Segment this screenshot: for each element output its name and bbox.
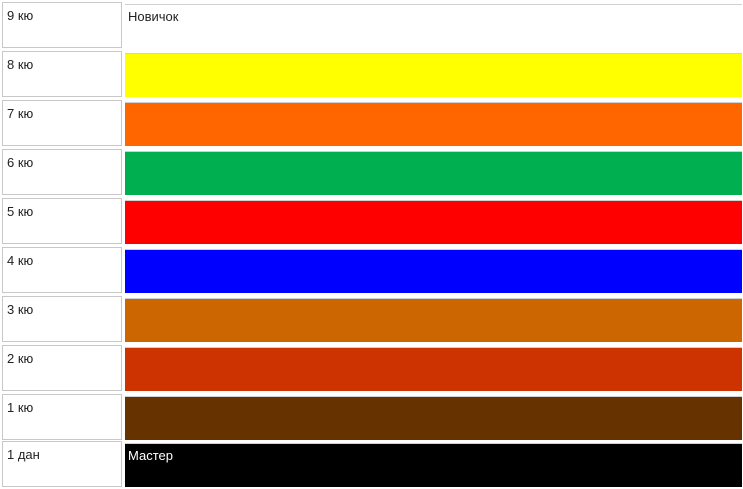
rank-label: 8 кю — [7, 57, 34, 72]
table-row: 6 кю — [0, 149, 743, 197]
table-row: 3 кю — [0, 296, 743, 344]
rank-label: 7 кю — [7, 106, 34, 121]
rank-cell: 8 кю — [2, 51, 122, 97]
rank-cell: 9 кю — [2, 2, 122, 48]
belt-color-cell — [125, 53, 742, 97]
table-row: 4 кю — [0, 247, 743, 295]
rank-label: 2 кю — [7, 351, 34, 366]
rank-cell: 2 кю — [2, 345, 122, 391]
belt-color-cell: Мастер — [125, 443, 742, 487]
rank-cell: 6 кю — [2, 149, 122, 195]
belt-color-cell — [125, 200, 742, 244]
rank-cell: 1 дан — [2, 441, 122, 487]
rank-label: 5 кю — [7, 204, 34, 219]
belt-color-cell — [125, 151, 742, 195]
rank-cell: 4 кю — [2, 247, 122, 293]
rank-label: 3 кю — [7, 302, 34, 317]
table-row: 9 кю Новичок — [0, 2, 743, 50]
rank-label: 1 кю — [7, 400, 34, 415]
belt-color-cell — [125, 298, 742, 342]
rank-cell: 3 кю — [2, 296, 122, 342]
table-row: 5 кю — [0, 198, 743, 246]
belt-color-label: Новичок — [128, 9, 179, 24]
belt-color-cell — [125, 102, 742, 146]
belt-color-cell: Новичок — [125, 4, 742, 48]
rank-label: 6 кю — [7, 155, 34, 170]
belt-color-cell — [125, 396, 742, 440]
rank-label: 1 дан — [7, 447, 40, 462]
belt-color-cell — [125, 249, 742, 293]
table-row: 1 дан Мастер — [0, 441, 743, 489]
table-row: 1 кю — [0, 394, 743, 442]
rank-label: 4 кю — [7, 253, 34, 268]
table-row: 7 кю — [0, 100, 743, 148]
belt-color-cell — [125, 347, 742, 391]
belt-color-label: Мастер — [128, 448, 173, 463]
rank-label: 9 кю — [7, 8, 34, 23]
table-row: 8 кю — [0, 51, 743, 99]
table-row: 2 кю — [0, 345, 743, 393]
rank-cell: 1 кю — [2, 394, 122, 440]
rank-cell: 5 кю — [2, 198, 122, 244]
rank-cell: 7 кю — [2, 100, 122, 146]
